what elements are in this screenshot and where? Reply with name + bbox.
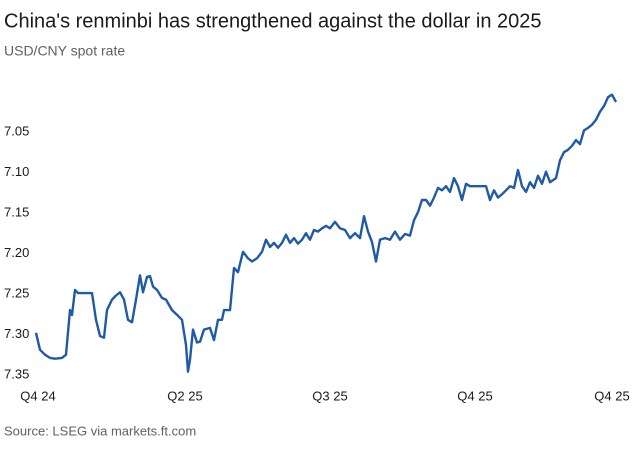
x-tick-label: Q4 25 [594, 388, 629, 403]
x-tick-label: Q3 25 [312, 388, 347, 403]
y-tick-label: 7.15 [4, 204, 29, 219]
y-tick-label: 7.25 [4, 285, 29, 300]
x-tick-label: Q4 24 [20, 388, 55, 403]
chart-subtitle: USD/CNY spot rate [4, 43, 125, 59]
chart-title: China's renminbi has strengthened agains… [4, 10, 542, 32]
line [34, 93, 618, 373]
y-tick-label: 7.20 [4, 245, 29, 260]
x-tick-label: Q2 25 [167, 388, 202, 403]
x-tick-label: Q4 25 [457, 388, 492, 403]
y-tick-label: 7.10 [4, 164, 29, 179]
y-tick-label: 7.35 [4, 366, 29, 381]
y-tick-label: 7.30 [4, 326, 29, 341]
y-tick-label: 7.05 [4, 123, 29, 138]
source: Source: LSEG via markets.ft.com [4, 423, 196, 438]
